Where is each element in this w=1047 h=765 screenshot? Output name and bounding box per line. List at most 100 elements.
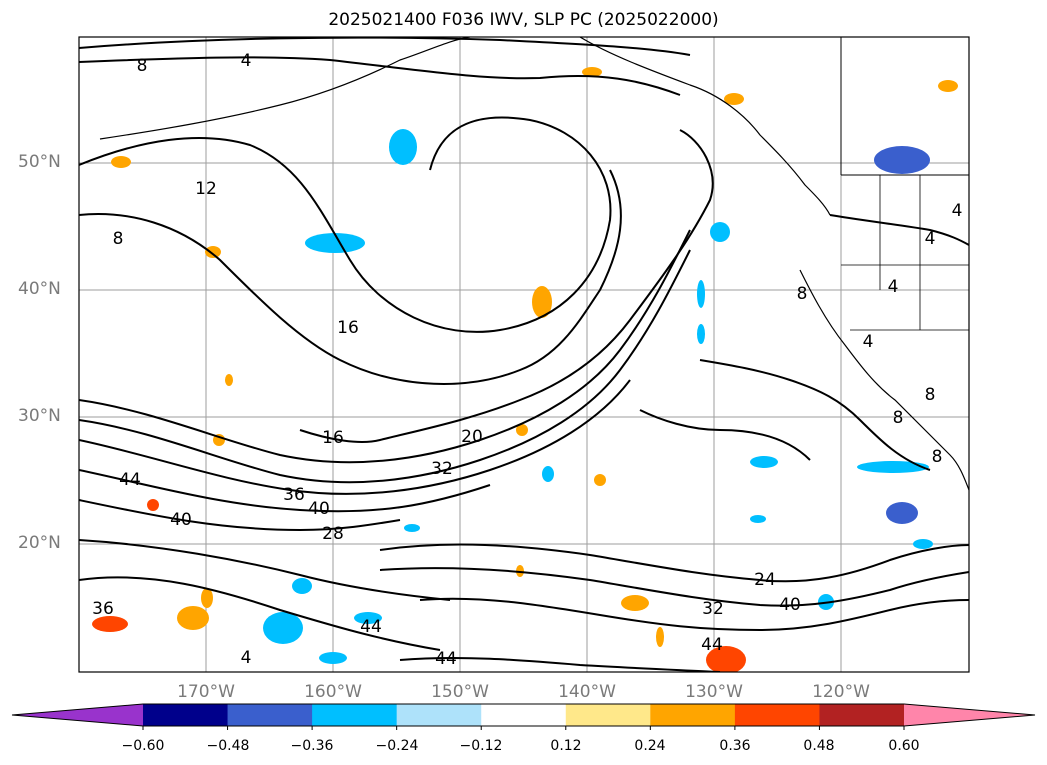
anomaly-positive (111, 156, 131, 168)
colorbar-label: −0.12 (459, 738, 503, 754)
contour-20 (79, 229, 691, 464)
contour-32-south (379, 567, 969, 607)
colorbar-label: 0.48 (803, 738, 835, 754)
contour-east-a (699, 359, 931, 471)
anomaly-positive (532, 286, 552, 318)
contour-24-south (379, 543, 969, 583)
contour-16-b (299, 129, 714, 443)
state-borders (841, 175, 969, 331)
map-frame (78, 36, 970, 673)
anomaly-negative (263, 612, 303, 644)
contour-label: 4 (241, 648, 252, 668)
aleutian-chain (99, 37, 471, 140)
contour-label: 32 (702, 599, 724, 619)
contour-label: 4 (241, 51, 252, 71)
anomaly-strong-negative (886, 502, 918, 524)
contour-44-south (399, 656, 721, 672)
anomaly-strong-negative (874, 146, 930, 174)
contour-label: 16 (322, 428, 344, 448)
anomaly-positive (621, 595, 649, 611)
colorbar (11, 703, 1036, 730)
anomaly-negative (697, 280, 705, 308)
anomaly-positive (177, 606, 209, 630)
contour-label: 40 (308, 499, 330, 519)
lat-label-30n: 30°N (18, 406, 61, 426)
colorbar-label: 0.12 (550, 738, 582, 754)
colorbar-segment (819, 704, 905, 726)
anomaly-negative (913, 539, 933, 549)
contour-label: 4 (952, 201, 963, 221)
anomaly-negative (542, 466, 554, 482)
contour-label: 8 (137, 56, 148, 76)
anomaly-negative (389, 129, 417, 165)
colorbar-extend-low (12, 704, 143, 726)
colorbar-segment (143, 704, 229, 726)
colorbar-segment (312, 704, 398, 726)
colorbar-segment (650, 704, 736, 726)
colorbar-ticks (142, 726, 905, 730)
contour-label: 32 (431, 459, 453, 479)
lat-label-20n: 20°N (18, 533, 61, 553)
contour-label: 28 (322, 524, 344, 544)
colorbar-label: 0.24 (634, 738, 666, 754)
anomaly-strong-positive (147, 499, 159, 511)
contour-east-b (639, 409, 811, 461)
contour-24 (79, 249, 691, 484)
colorbar-label: 0.60 (888, 738, 920, 754)
colorbar-segment (481, 704, 567, 726)
colorbar-label: 0.36 (719, 738, 751, 754)
colorbar-label: −0.60 (121, 738, 165, 754)
contour-36 (79, 499, 401, 532)
map-title: 2025021400 F036 IWV, SLP PC (2025022000) (328, 10, 719, 30)
contour-label: 40 (779, 595, 801, 615)
colorbar-extend-high (904, 704, 1035, 726)
contour-label: 8 (797, 284, 808, 304)
anomaly-negative (697, 324, 705, 344)
anomaly-negative (710, 222, 730, 242)
anomaly-positive (516, 424, 528, 436)
anomaly-positive (582, 67, 602, 77)
anomaly-positive (656, 627, 664, 647)
contour-label: 44 (701, 635, 723, 655)
contour-40-south (419, 597, 969, 632)
anomaly-negative (292, 578, 312, 594)
contour-label: 8 (925, 385, 936, 405)
colorbar-segment (227, 704, 313, 726)
anomaly-positive (594, 474, 606, 486)
contour-label: 8 (893, 408, 904, 428)
contour-label: 8 (932, 447, 943, 467)
colorbar-label: −0.48 (206, 738, 250, 754)
contour-label: 20 (461, 427, 483, 447)
contour-label: 24 (754, 570, 776, 590)
contour-label: 36 (283, 485, 305, 505)
anomaly-negative (319, 652, 347, 664)
anomaly-negative (404, 524, 420, 532)
lon-label-140w: 140°W (558, 682, 616, 702)
lon-label-170w: 170°W (177, 682, 235, 702)
contour-label: 4 (925, 229, 936, 249)
lon-label-130w: 130°W (685, 682, 743, 702)
colorbar-label: −0.24 (375, 738, 419, 754)
contour-44 (79, 576, 441, 651)
contour-label: 4 (863, 332, 874, 352)
anomaly-negative (750, 515, 766, 523)
contour-32 (79, 469, 491, 513)
anomaly-shading (92, 67, 958, 672)
contour-label: 16 (337, 318, 359, 338)
anomaly-negative (857, 461, 929, 473)
anomaly-positive (225, 374, 233, 386)
lon-label-120w: 120°W (812, 682, 870, 702)
contour-label: 44 (119, 470, 141, 490)
contour-16-a (79, 169, 622, 385)
contour-label: 40 (170, 510, 192, 530)
map-background (79, 37, 969, 672)
contour-lines (79, 37, 969, 672)
colorbar-segments (143, 704, 905, 726)
colorbar-segment (734, 704, 820, 726)
contour-label: 44 (435, 649, 457, 669)
lat-label-40n: 40°N (18, 279, 61, 299)
anomaly-negative (750, 456, 778, 468)
contour-east-c (829, 214, 969, 246)
contour-label: 44 (360, 617, 382, 637)
